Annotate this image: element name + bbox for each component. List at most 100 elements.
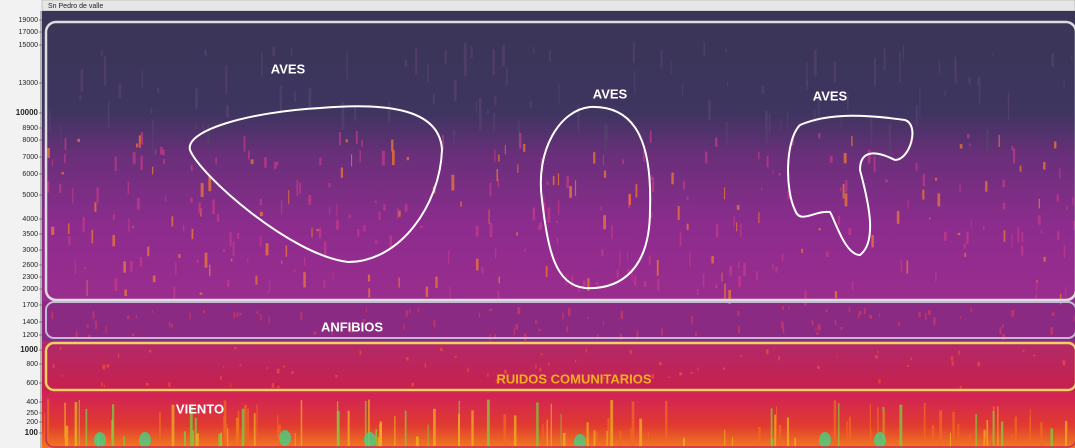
texture-streak [840, 326, 843, 330]
texture-streak [280, 200, 283, 215]
texture-streak [202, 310, 205, 314]
texture-streak [843, 153, 847, 164]
texture-streak [46, 181, 50, 193]
texture-streak [361, 139, 363, 147]
title-bar [41, 0, 1075, 12]
texture-streak [620, 310, 624, 319]
texture-streak [86, 280, 88, 296]
texture-streak [772, 263, 774, 270]
texture-streak [470, 46, 473, 59]
texture-streak [80, 69, 84, 92]
texture-streak [682, 181, 685, 190]
texture-streak [199, 292, 203, 295]
texture-streak [86, 324, 89, 328]
texture-streak [223, 415, 226, 447]
texture-streak [255, 275, 258, 285]
y-tick-label: 10000 [16, 108, 39, 117]
texture-streak [595, 432, 598, 447]
texture-streak [200, 183, 204, 197]
texture-streak [703, 42, 706, 56]
texture-streak [562, 432, 566, 447]
texture-streak [857, 313, 860, 319]
texture-streak [728, 290, 731, 304]
texture-streak [308, 194, 312, 205]
texture-streak [632, 42, 635, 64]
texture-streak [595, 282, 599, 285]
texture-streak [697, 367, 699, 371]
texture-streak [194, 417, 197, 447]
texture-streak [494, 149, 496, 163]
texture-streak [649, 130, 652, 143]
texture-streak [458, 413, 460, 447]
texture-streak [59, 347, 62, 350]
texture-streak [967, 134, 970, 139]
texture-streak [112, 404, 115, 447]
texture-streak [235, 418, 239, 447]
texture-streak [183, 431, 186, 447]
y-tick-label: 19000 [19, 17, 39, 24]
texture-streak [357, 229, 360, 238]
texture-streak [882, 411, 886, 447]
texture-streak [259, 236, 262, 247]
texture-streak [165, 195, 167, 202]
texture-streak [105, 326, 107, 334]
texture-streak [136, 143, 138, 148]
texture-streak [1065, 420, 1067, 447]
texture-streak [1057, 231, 1060, 240]
texture-streak [670, 60, 672, 75]
texture-streak [1056, 194, 1059, 202]
texture-streak [513, 328, 515, 336]
texture-streak [991, 435, 993, 447]
texture-streak [574, 180, 577, 196]
texture-streak [804, 290, 807, 306]
texture-streak [68, 223, 70, 234]
texture-streak [502, 44, 505, 67]
texture-streak [103, 384, 105, 388]
texture-streak [494, 96, 497, 106]
texture-streak [536, 402, 539, 447]
texture-streak [1037, 215, 1041, 225]
texture-streak [152, 120, 154, 154]
texture-streak [577, 104, 579, 128]
texture-streak [64, 153, 66, 164]
texture-streak [639, 418, 643, 447]
texture-streak [460, 201, 462, 207]
texture-streak [834, 291, 838, 299]
texture-streak [336, 204, 338, 217]
texture-streak [651, 374, 655, 379]
texture-streak [805, 81, 808, 86]
texture-hotspot [94, 432, 106, 448]
texture-streak [1011, 434, 1013, 447]
y-axis: 19000 17000 15000 13000 10000 8900 8000 7000 600… [16, 11, 42, 448]
texture-streak [723, 367, 726, 370]
texture-streak [127, 181, 130, 194]
texture-streak [587, 316, 589, 319]
texture-streak [504, 144, 506, 155]
texture-streak [959, 144, 963, 149]
texture-streak [813, 49, 817, 76]
texture-streak [106, 364, 110, 368]
texture-streak [725, 121, 728, 146]
texture-streak [557, 173, 560, 186]
texture-streak [467, 367, 469, 373]
texture-streak [49, 109, 51, 133]
texture-streak [682, 437, 685, 447]
texture-streak [959, 385, 962, 389]
texture-streak [1043, 161, 1046, 170]
texture-streak [542, 424, 544, 447]
texture-streak [433, 319, 436, 328]
outline-aves-3 [787, 114, 914, 257]
texture-streak [778, 173, 781, 176]
texture-streak [79, 95, 82, 101]
texture-streak [778, 424, 782, 447]
band-ruidos [42, 341, 1075, 391]
texture-streak [433, 408, 436, 447]
texture-streak [308, 87, 312, 108]
texture-streak [1059, 168, 1061, 179]
texture-streak [1072, 197, 1074, 206]
texture-streak [349, 326, 353, 333]
texture-streak [112, 235, 115, 247]
texture-streak [1066, 206, 1068, 210]
texture-streak [879, 313, 881, 317]
